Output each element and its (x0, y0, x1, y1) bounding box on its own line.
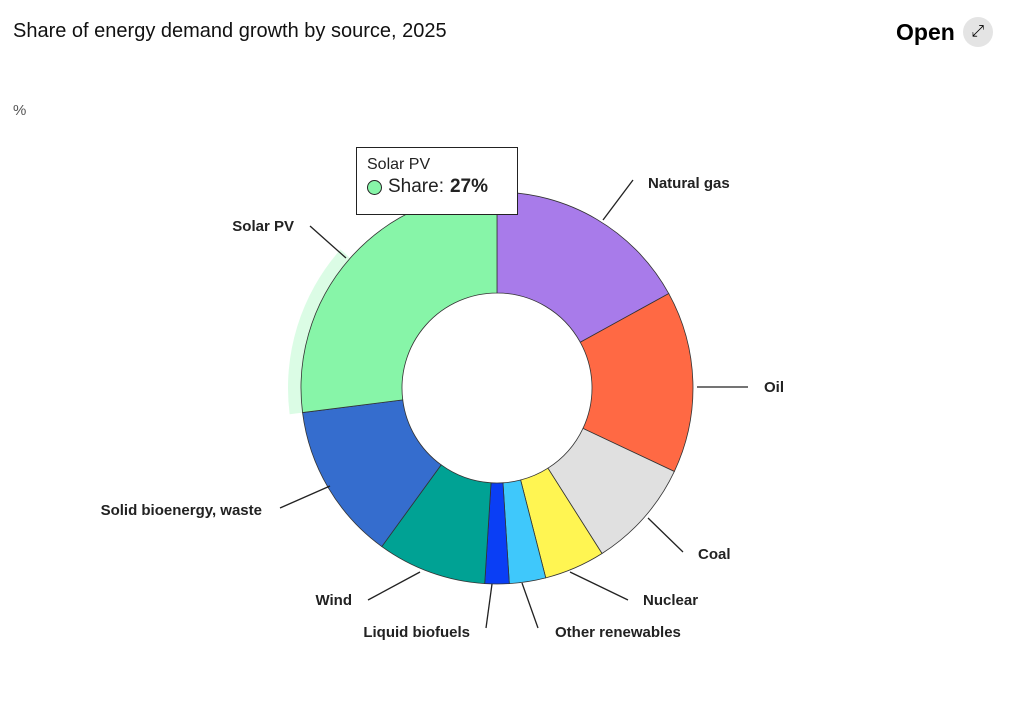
leader-line (569, 571, 629, 601)
open-label: Open (896, 18, 955, 45)
slice-label: Coal (698, 546, 731, 563)
slice-label: Natural gas (648, 175, 730, 192)
slice-solar-pv[interactable] (300, 191, 498, 414)
tooltip-title: Solar PV (367, 156, 431, 173)
leader-line (485, 583, 493, 629)
chart-title: Share of energy demand growth by source,… (13, 20, 447, 42)
slice-label: Oil (764, 379, 784, 396)
slice-label: Solid bioenergy, waste (101, 502, 262, 519)
leader-line (602, 179, 634, 221)
open-button[interactable]: Open ⤢ (896, 17, 993, 47)
leader-line (521, 582, 539, 629)
highlight-halo (288, 249, 351, 415)
expand-arrows-icon: ⤢ (962, 17, 993, 47)
series-dot-icon (367, 179, 382, 195)
leader-line (309, 225, 347, 259)
leader-line (279, 485, 331, 509)
tooltip-label: Share: (388, 176, 444, 197)
slice-natural-gas[interactable] (496, 191, 670, 343)
leader-line (367, 571, 421, 601)
tooltip: Solar PV Share: 27% (356, 147, 518, 215)
slice-label: Solar PV (232, 218, 294, 235)
unit-label: % (13, 102, 27, 119)
slice-label: Nuclear (643, 592, 698, 609)
slice-label: Liquid biofuels (363, 624, 470, 641)
slice-label: Other renewables (555, 624, 681, 641)
slice-label: Wind (315, 592, 352, 609)
tooltip-value: 27% (449, 176, 489, 197)
tooltip-row: Share: 27% (367, 176, 507, 198)
leader-line (647, 517, 684, 553)
